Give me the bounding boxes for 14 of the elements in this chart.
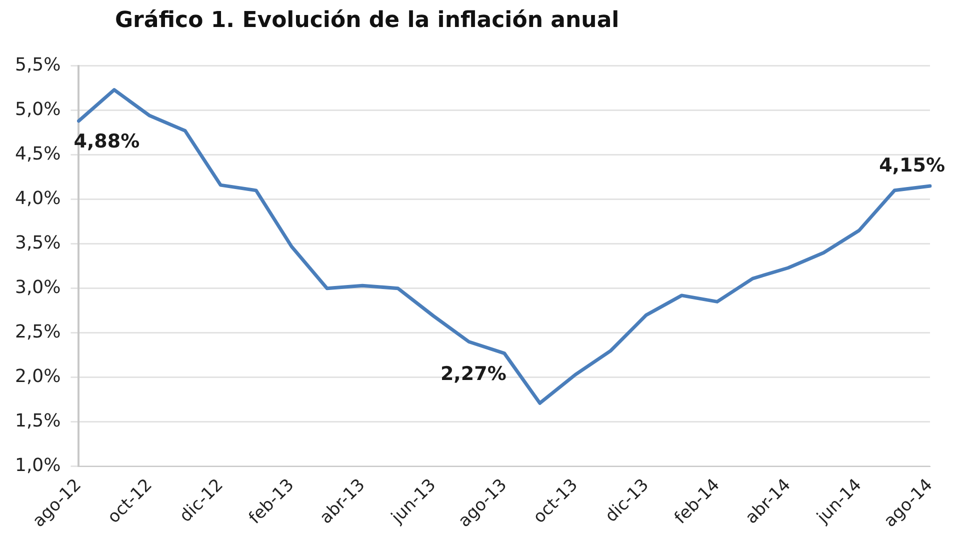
y-tick-label: 3,5%	[14, 232, 61, 254]
chart-title: Gráfico 1. Evolución de la inflación anual	[115, 8, 620, 33]
data-label: 2,27%	[440, 362, 506, 385]
data-label: 4,88%	[74, 130, 140, 152]
y-tick-label: 2,0%	[14, 366, 61, 388]
data-label: 4,15%	[879, 154, 945, 176]
y-tick-label: 4,5%	[14, 143, 61, 164]
y-tick-label: 1,5%	[14, 410, 61, 432]
y-tick-label: 3,0%	[14, 277, 61, 298]
y-tick-label: 2,5%	[14, 322, 61, 343]
y-tick-label: 4,0%	[14, 188, 61, 209]
y-tick-label: 1,0%	[14, 455, 61, 476]
y-tick-label: 5,5%	[14, 54, 61, 76]
y-tick-label: 5,0%	[14, 98, 61, 120]
